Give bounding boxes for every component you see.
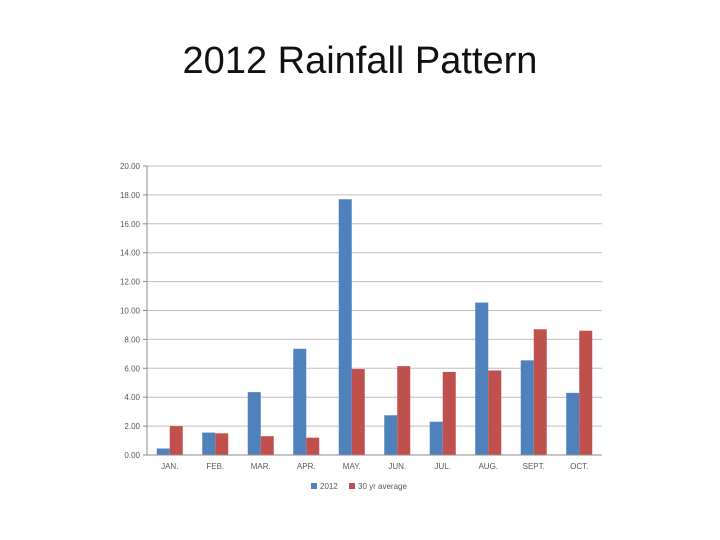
y-tick-label: 20.00: [120, 162, 141, 171]
bar-avg-sept: [533, 329, 547, 455]
bar-avg-jun: [397, 366, 411, 455]
legend-swatch: [349, 483, 355, 489]
bar-avg-mar: [260, 436, 274, 455]
bar-2012-jan: [156, 448, 170, 455]
bar-avg-aug: [488, 370, 502, 455]
y-tick-label: 4.00: [124, 393, 140, 402]
bar-2012-jun: [384, 415, 398, 455]
bar-2012-oct: [566, 392, 580, 455]
chart-gridlines: [147, 165, 602, 456]
x-tick-label: SEPT.: [523, 462, 545, 471]
chart-bars: [156, 199, 593, 455]
bar-2012-may: [338, 199, 352, 455]
x-tick-label: FEB.: [206, 462, 224, 471]
y-tick-label: 10.00: [120, 307, 141, 316]
legend-label: 2012: [320, 482, 338, 491]
chart-legend: 2012 30 yr average: [311, 482, 407, 491]
x-tick-label: MAR.: [251, 462, 271, 471]
bar-avg-jan: [169, 426, 183, 455]
y-tick-label: 8.00: [124, 335, 140, 344]
y-tick-label: 12.00: [120, 278, 141, 287]
x-tick-label: MAY.: [343, 462, 361, 471]
y-tick-label: 2.00: [124, 422, 140, 431]
bar-avg-feb: [215, 433, 229, 455]
bar-avg-apr: [306, 437, 320, 455]
x-tick-label: AUG.: [478, 462, 498, 471]
y-tick-label: 18.00: [120, 191, 141, 200]
bar-2012-sept: [520, 360, 534, 455]
bar-2012-aug: [475, 302, 489, 455]
bar-2012-mar: [247, 392, 261, 455]
bar-2012-apr: [293, 348, 307, 455]
y-tick-label: 6.00: [124, 364, 140, 373]
slide-title: 2012 Rainfall Pattern: [182, 40, 538, 82]
x-tick-label: OCT.: [570, 462, 588, 471]
y-tick-label: 16.00: [120, 220, 141, 229]
legend-swatch: [311, 483, 317, 489]
x-tick-label: JUL.: [435, 462, 451, 471]
x-tick-label: JAN.: [161, 462, 178, 471]
x-tick-label: JUN.: [388, 462, 406, 471]
bar-avg-may: [351, 369, 365, 455]
y-tick-label: 0.00: [124, 451, 140, 460]
bar-2012-jul: [429, 421, 443, 455]
chart-axes: 0.00 2.00 4.00 6.00 8.00 10.00 12.00 14.00 16.00…: [120, 162, 602, 471]
x-tick-label: APR.: [297, 462, 316, 471]
y-tick-label: 14.00: [120, 249, 141, 258]
bar-2012-feb: [202, 432, 216, 455]
legend-label: 30 yr average: [358, 482, 407, 491]
bar-avg-jul: [442, 371, 456, 455]
bar-avg-oct: [579, 330, 593, 455]
